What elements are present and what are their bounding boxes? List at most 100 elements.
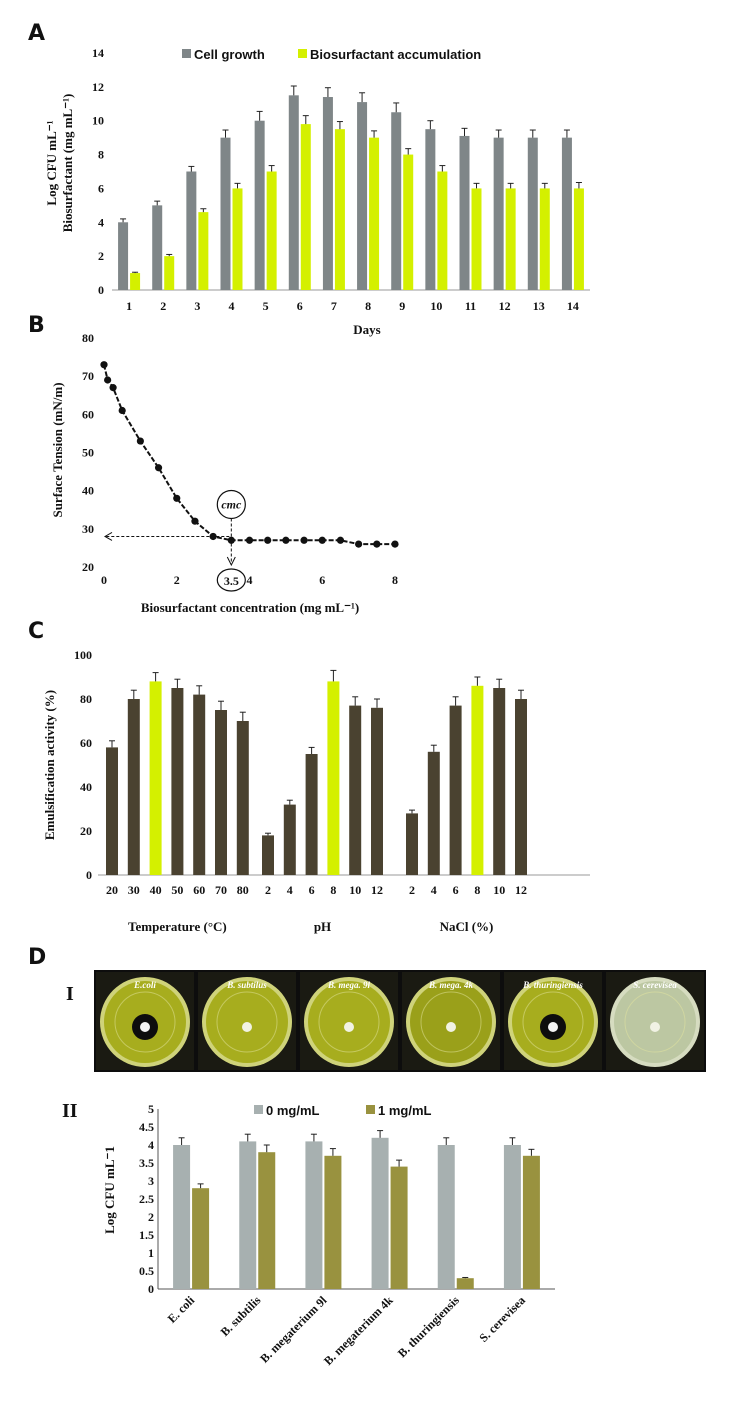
errorbar-cell-growth bbox=[222, 129, 229, 138]
bar-cell-growth bbox=[288, 95, 299, 290]
chart-c-group-label: pH bbox=[314, 919, 331, 934]
chart-a-ytick: 8 bbox=[98, 148, 104, 162]
bar-cell-growth bbox=[527, 137, 538, 290]
bar-biosurfactant bbox=[369, 137, 380, 290]
bar-emulsification bbox=[406, 813, 418, 875]
legend-label-1mg: 1 mg/mL bbox=[378, 1103, 432, 1118]
errorbar-biosurfactant bbox=[575, 182, 582, 189]
errorbar-biosurfactant bbox=[302, 115, 309, 125]
bar-biosurfactant bbox=[198, 212, 209, 290]
errorbar-0mg bbox=[310, 1133, 317, 1142]
data-point bbox=[373, 540, 381, 548]
data-point bbox=[118, 406, 126, 415]
plate-strip-background bbox=[94, 970, 706, 1072]
chart-c-ytick: 100 bbox=[74, 648, 92, 662]
chart-c-group-label: NaCl (%) bbox=[440, 919, 494, 934]
chart-c-group-label: Temperature (°C) bbox=[128, 919, 227, 934]
chart-c-ytick: 20 bbox=[80, 824, 92, 838]
bar-1mg bbox=[456, 1278, 474, 1289]
bar-biosurfactant bbox=[573, 188, 584, 290]
cmc-label: cmc bbox=[221, 497, 242, 511]
bar-biosurfactant bbox=[164, 256, 175, 290]
errorbar-cell-growth bbox=[188, 165, 195, 172]
data-point bbox=[355, 540, 363, 548]
data-point bbox=[318, 536, 326, 544]
chart-b-ytick: 20 bbox=[82, 560, 94, 574]
chart-a-ylabel-line1: Log CFU mL⁻¹ bbox=[44, 120, 59, 205]
cmc-value-circle bbox=[216, 568, 246, 592]
bar-cell-growth bbox=[186, 171, 197, 290]
errorbar-biosurfactant bbox=[507, 182, 514, 189]
plate-label: S. cerevisea bbox=[633, 980, 677, 990]
chart-c-ytick: 60 bbox=[80, 736, 92, 750]
bar-emulsification bbox=[193, 694, 206, 875]
chart-b-xlabel: Biosurfactant concentration (mg mL⁻¹) bbox=[141, 600, 359, 615]
errorbar-1mg bbox=[197, 1183, 204, 1189]
data-point bbox=[154, 464, 163, 472]
errorbar-emulsification bbox=[152, 672, 159, 682]
errorbar-cell-growth bbox=[393, 102, 400, 113]
plate-label: B. mega. 9l bbox=[327, 980, 370, 990]
bar-0mg bbox=[371, 1137, 389, 1289]
bar-emulsification bbox=[149, 681, 162, 875]
data-point bbox=[391, 540, 399, 548]
bar-emulsification bbox=[106, 747, 118, 875]
chart-d-ytick: 0 bbox=[148, 1282, 154, 1296]
plate-ring bbox=[216, 991, 278, 1053]
bar-1mg bbox=[258, 1152, 276, 1289]
errorbar-emulsification bbox=[496, 678, 503, 688]
data-point bbox=[282, 536, 290, 544]
bar-emulsification bbox=[262, 835, 274, 875]
bar-cell-growth bbox=[118, 222, 129, 290]
chart-b-surface-tension: Surface Tension (mN/m) Biosurfactant con… bbox=[50, 331, 399, 615]
cmc-value-label: 3.5 bbox=[224, 574, 239, 588]
bar-biosurfactant bbox=[471, 188, 482, 290]
errorbar-biosurfactant bbox=[439, 165, 446, 172]
legend-label-biosurfactant: Biosurfactant accumulation bbox=[310, 47, 481, 62]
bar-1mg bbox=[192, 1188, 210, 1289]
chart-a-xtick: 3 bbox=[194, 299, 200, 313]
chart-c-xtick: 12 bbox=[515, 883, 527, 897]
chart-d-ytick: 3.5 bbox=[139, 1156, 154, 1170]
chart-c-xtick: 70 bbox=[215, 883, 227, 897]
bar-emulsification bbox=[171, 688, 184, 875]
chart-c-xtick: 2 bbox=[265, 883, 271, 897]
chart-c-xtick: 8 bbox=[474, 883, 480, 897]
chart-c-xtick: 2 bbox=[409, 883, 415, 897]
errorbar-cell-growth bbox=[563, 129, 570, 138]
chart-a-ytick: 14 bbox=[92, 46, 104, 60]
cmc-arrowhead-down bbox=[226, 556, 236, 567]
chart-d-xtick: B. megaterium 4k bbox=[321, 1293, 396, 1368]
chart-b-ytick: 30 bbox=[82, 522, 94, 536]
chart-a-xlabel: Days bbox=[353, 322, 380, 337]
errorbar-0mg bbox=[244, 1133, 251, 1142]
panel-label-d: D bbox=[28, 945, 46, 970]
bar-biosurfactant bbox=[334, 129, 345, 290]
cmc-arrowhead-left bbox=[103, 532, 113, 541]
errorbar-emulsification bbox=[430, 744, 437, 752]
bar-cell-growth bbox=[254, 120, 265, 290]
bar-emulsification bbox=[449, 705, 462, 875]
bar-0mg bbox=[437, 1145, 455, 1289]
agar-plate: S. cerevisea bbox=[606, 972, 704, 1070]
errorbar-emulsification bbox=[174, 678, 181, 688]
bar-biosurfactant bbox=[232, 188, 243, 290]
panel-label-d-ii: II bbox=[62, 1100, 78, 1122]
chart-a-ytick: 4 bbox=[98, 215, 104, 229]
errorbar-cell-growth bbox=[359, 92, 366, 103]
chart-a-xtick: 11 bbox=[465, 299, 476, 313]
errorbar-biosurfactant bbox=[473, 182, 480, 189]
bar-emulsification bbox=[471, 685, 484, 875]
errorbar-1mg bbox=[396, 1159, 403, 1167]
bar-cell-growth bbox=[561, 137, 572, 290]
panel-label-a: A bbox=[28, 21, 45, 46]
chart-b-xtick: 6 bbox=[319, 573, 325, 587]
errorbar-emulsification bbox=[352, 696, 359, 706]
surface-tension-line bbox=[103, 364, 395, 546]
bar-cell-growth bbox=[493, 137, 504, 290]
chart-c-xtick: 10 bbox=[349, 883, 361, 897]
plate-ring bbox=[318, 991, 380, 1053]
chart-c-xtick: 30 bbox=[128, 883, 140, 897]
chart-d-ytick: 2.5 bbox=[139, 1192, 154, 1206]
cmc-label-circle bbox=[216, 489, 246, 520]
